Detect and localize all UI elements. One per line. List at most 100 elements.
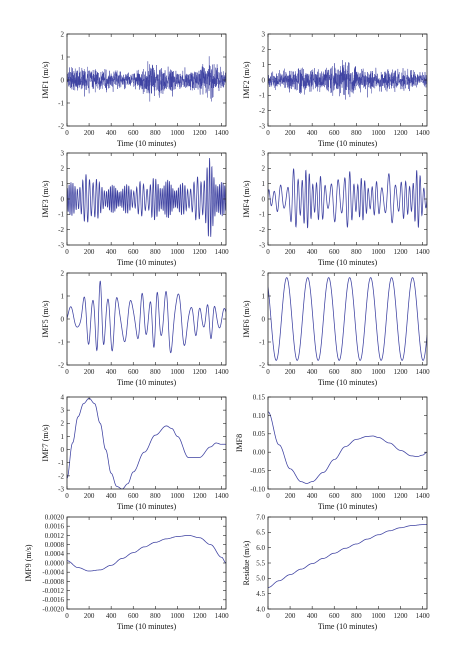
imf1-y-tick-label: 0: [61, 76, 65, 84]
imf7-x-tick-label: 200: [84, 492, 95, 500]
imf8-x-tick-label: 1200: [394, 492, 409, 500]
panel-residue: 0 200 400 600 800 1000 1200 1400 4.0 4.5 5.0 5.5 6.0…: [242, 513, 430, 631]
imf9-y-tick-label: 0.0008: [45, 541, 65, 549]
imf7-x-tick-label: 1000: [170, 492, 185, 500]
imf3-x-tick-label: 1200: [193, 248, 208, 256]
imf5-y-axis-label: IMF5 (m/s): [41, 300, 50, 337]
imf6-y-tick-label: 2: [262, 269, 266, 277]
imf2-x-tick-label: 200: [285, 129, 296, 137]
imf2-y-tick-label: 1: [262, 61, 266, 69]
imf8-y-tick-label: -0.10: [250, 485, 265, 493]
imf3-x-tick-label: 1000: [170, 248, 185, 256]
imf7-y-tick-label: 3: [61, 407, 65, 415]
imf3-x-tick-label: 800: [150, 248, 161, 256]
imf9-y-tick-label: -0.0012: [42, 587, 64, 595]
imf6-x-tick-label: 1200: [394, 368, 409, 376]
imf3-y-tick-label: -1: [58, 211, 64, 219]
imf6-x-tick-label: 200: [285, 368, 296, 376]
imf6-x-tick-label: 1400: [416, 368, 431, 376]
residue-x-axis-label: Time (10 minutes): [318, 622, 378, 631]
panel-imf6: 0 200 400 600 800 1000 1200 1400 -2 -1 0 1 2 Time (10…: [242, 269, 430, 387]
imf4-x-tick-label: 400: [307, 248, 318, 256]
imf3-y-tick-label: 1: [61, 180, 65, 188]
imf9-y-tick-label: -0.0016: [42, 596, 64, 604]
imf6-y-tick-label: -1: [259, 338, 265, 346]
imf9-series-line: [67, 535, 226, 572]
imf3-y-tick-label: 2: [61, 165, 65, 173]
imf1-x-tick-label: 0: [65, 129, 69, 137]
residue-x-tick-label: 1000: [371, 612, 386, 620]
imf2-y-tick-label: -1: [259, 92, 265, 100]
imf1-x-axis-label: Time (10 minutes): [117, 139, 177, 148]
imf8-x-axis-label: Time (10 minutes): [318, 502, 378, 511]
imf5-y-tick-label: -2: [58, 361, 64, 369]
imf9-y-tick-label: -0.0004: [42, 569, 64, 577]
panel-imf8: 0 200 400 600 800 1000 1200 1400 -0.10 -0.05 0.00 0…: [235, 393, 430, 511]
imf8-y-axis-label: IMF8: [235, 434, 244, 452]
panel-imf3: 0 200 400 600 800 1000 1200 1400 -3 -2 -1 0 1 2 3 Time …: [41, 149, 229, 267]
panel-imf5: 0 200 400 600 800 1000 1200 1400 -2 -1 0 1 2 Time (10…: [41, 269, 229, 387]
imf2-x-tick-label: 600: [329, 129, 340, 137]
imf8-x-tick-label: 0: [266, 492, 270, 500]
imf9-x-axis-label: Time (10 minutes): [117, 622, 177, 631]
imf7-x-tick-label: 1400: [215, 492, 230, 500]
residue-series-line: [268, 524, 427, 588]
imf2-x-tick-label: 800: [351, 129, 362, 137]
imf3-y-axis-label: IMF3 (m/s): [41, 180, 50, 217]
imf2-y-tick-label: 2: [262, 46, 266, 54]
imf7-x-tick-label: 600: [128, 492, 139, 500]
imf9-x-tick-label: 400: [106, 612, 117, 620]
panel-imf9: 0 200 400 600 800 1000 1200 1400-0.0020-0.0016-…: [24, 513, 229, 631]
imf9-plot-frame: [66, 516, 227, 610]
imf5-x-tick-label: 400: [106, 368, 117, 376]
residue-y-tick-label: 6.5: [256, 529, 265, 537]
imf1-x-tick-label: 1000: [170, 129, 185, 137]
imf8-x-tick-label: 800: [351, 492, 362, 500]
imf5-x-tick-label: 1000: [170, 368, 185, 376]
imf1-series-line: [67, 56, 226, 102]
imf2-x-tick-label: 400: [307, 129, 318, 137]
imf9-y-tick-label: 0.0004: [45, 550, 65, 558]
imf7-y-tick-label: 0: [61, 446, 65, 454]
imf4-x-axis-label: Time (10 minutes): [318, 258, 378, 267]
imf9-y-tick-label: -0.0020: [42, 605, 64, 613]
imf9-x-tick-label: 600: [128, 612, 139, 620]
residue-y-axis-label: Residue (m/s): [242, 540, 251, 585]
imf4-y-tick-label: -3: [259, 241, 265, 249]
imf1-x-tick-label: 1200: [193, 129, 208, 137]
imf1-y-tick-label: -1: [58, 99, 64, 107]
imf3-x-tick-label: 600: [128, 248, 139, 256]
residue-y-tick-label: 5.5: [256, 559, 265, 567]
imf7-y-tick-label: -3: [58, 485, 64, 493]
imf3-x-axis-label: Time (10 minutes): [117, 258, 177, 267]
imf8-y-tick-label: 0.05: [253, 430, 266, 438]
imf2-x-tick-label: 0: [266, 129, 270, 137]
imf6-x-tick-label: 600: [329, 368, 340, 376]
imf9-y-tick-label: 0.0016: [45, 523, 65, 531]
imf4-x-tick-label: 800: [351, 248, 362, 256]
imf5-x-tick-label: 200: [84, 368, 95, 376]
imf5-x-axis-label: Time (10 minutes): [117, 378, 177, 387]
imf5-x-tick-label: 600: [128, 368, 139, 376]
imf7-y-tick-label: 2: [61, 420, 65, 428]
imf3-x-tick-label: 0: [65, 248, 69, 256]
imf6-y-tick-label: 0: [262, 315, 266, 323]
imf4-x-tick-label: 200: [285, 248, 296, 256]
imf8-y-tick-label: 0.00: [253, 449, 266, 457]
imf3-series-line: [67, 158, 226, 237]
imf6-y-axis-label: IMF6 (m/s): [242, 300, 251, 337]
imf4-y-axis-label: IMF4 (m/s): [242, 180, 251, 217]
imf3-y-tick-label: 0: [61, 195, 65, 203]
imf5-y-tick-label: 1: [61, 292, 65, 300]
imf9-x-tick-label: 1000: [170, 612, 185, 620]
imf3-x-tick-label: 200: [84, 248, 95, 256]
panel-imf4: 0 200 400 600 800 1000 1200 1400 -3 -2 -1 0 1 2 3 Time …: [242, 149, 430, 267]
imf8-x-tick-label: 1000: [371, 492, 386, 500]
residue-y-tick-label: 5.0: [256, 575, 265, 583]
imf2-x-axis-label: Time (10 minutes): [318, 139, 378, 148]
imf6-x-tick-label: 0: [266, 368, 270, 376]
imf5-series-line: [67, 280, 226, 354]
imf7-series-line: [67, 397, 226, 489]
imf2-x-tick-label: 1200: [394, 129, 409, 137]
imf5-x-tick-label: 0: [65, 368, 69, 376]
